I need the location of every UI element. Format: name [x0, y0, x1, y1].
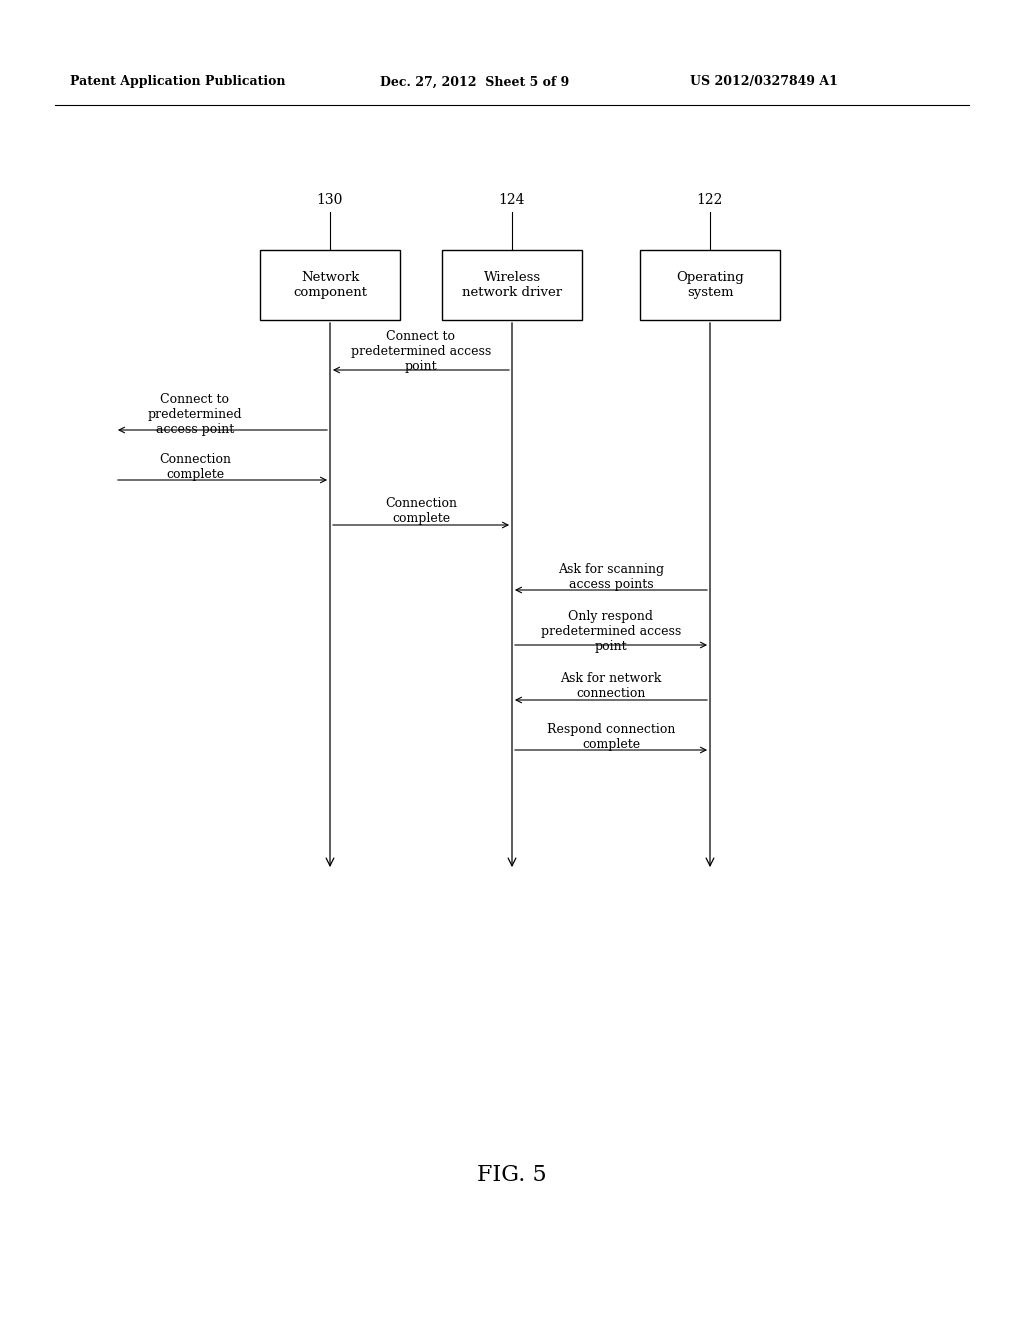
Text: Connect to
predetermined
access point: Connect to predetermined access point: [147, 393, 243, 436]
Text: Ask for scanning
access points: Ask for scanning access points: [558, 564, 664, 591]
Text: Only respond
predetermined access
point: Only respond predetermined access point: [541, 610, 681, 653]
Bar: [640, 249, 780, 319]
Text: Dec. 27, 2012  Sheet 5 of 9: Dec. 27, 2012 Sheet 5 of 9: [380, 75, 569, 88]
Text: Wireless
network driver: Wireless network driver: [462, 271, 562, 300]
Text: Respond connection
complete: Respond connection complete: [547, 723, 675, 751]
Bar: [442, 249, 582, 319]
Text: Connection
complete: Connection complete: [385, 498, 457, 525]
Bar: [260, 249, 400, 319]
Text: Ask for network
connection: Ask for network connection: [560, 672, 662, 700]
Text: Connection
complete: Connection complete: [159, 453, 231, 480]
Text: 130: 130: [316, 193, 343, 207]
Text: US 2012/0327849 A1: US 2012/0327849 A1: [690, 75, 838, 88]
Text: 122: 122: [696, 193, 723, 207]
Text: Network
component: Network component: [293, 271, 367, 300]
Text: 124: 124: [499, 193, 525, 207]
Text: Connect to
predetermined access
point: Connect to predetermined access point: [351, 330, 492, 374]
Text: Patent Application Publication: Patent Application Publication: [70, 75, 286, 88]
Text: FIG. 5: FIG. 5: [477, 1164, 547, 1185]
Text: Operating
system: Operating system: [676, 271, 743, 300]
